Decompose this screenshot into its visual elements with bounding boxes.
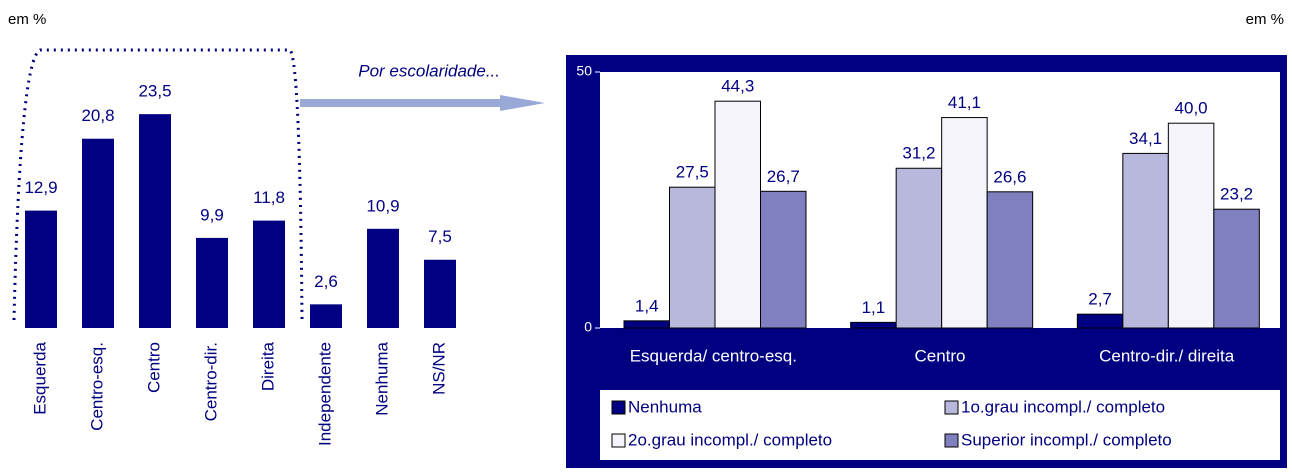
bar — [253, 220, 285, 328]
bar — [82, 138, 114, 328]
value-label: 23,5 — [138, 82, 171, 101]
legend-label: 2o.grau incompl./ completo — [628, 430, 832, 449]
x-tick-label: Direita — [258, 341, 277, 391]
bar — [941, 117, 988, 329]
value-label: 40,0 — [1175, 99, 1208, 118]
value-label: 44,3 — [721, 77, 754, 96]
bar — [25, 210, 57, 328]
x-tick-label: Centro-dir. — [201, 342, 220, 421]
value-label: 23,2 — [1220, 185, 1253, 204]
legend-swatch — [944, 433, 959, 448]
bar — [850, 321, 897, 329]
x-tick-label: Nenhuma — [372, 341, 391, 415]
value-label: 26,6 — [993, 167, 1026, 186]
legend-swatch — [611, 400, 626, 415]
value-label: 27,5 — [676, 163, 709, 182]
x-tick-label: Centro-dir./ direita — [1099, 346, 1235, 365]
value-label: 31,2 — [902, 144, 935, 163]
value-label: 26,7 — [767, 167, 800, 186]
legend-label: Nenhuma — [628, 397, 702, 416]
value-label: 41,1 — [948, 93, 981, 112]
value-label: 2,7 — [1088, 290, 1112, 309]
bar — [669, 186, 716, 329]
x-tick-label: Esquerda — [30, 341, 49, 414]
bar — [1076, 313, 1124, 329]
unit-label: em % — [8, 11, 46, 28]
arrow — [300, 95, 545, 111]
bar — [1213, 208, 1260, 329]
legend-swatch — [611, 433, 626, 448]
value-label: 9,9 — [200, 205, 224, 224]
legend-label: Superior incompl./ completo — [961, 430, 1172, 449]
bar — [714, 100, 761, 329]
x-tick-label: NS/NR — [429, 342, 448, 395]
value-label: 7,5 — [428, 227, 452, 246]
value-label: 10,9 — [366, 196, 399, 215]
bar — [760, 190, 807, 329]
value-label: 1,1 — [862, 298, 886, 317]
bar — [367, 228, 399, 328]
value-label: 1,4 — [635, 296, 659, 315]
value-label: 20,8 — [81, 106, 114, 125]
legend-label: 1o.grau incompl./ completo — [961, 397, 1165, 416]
value-label: 12,9 — [24, 178, 57, 197]
value-label: 34,1 — [1129, 129, 1162, 148]
bar — [986, 191, 1034, 329]
x-tick-label: Centro-esq. — [87, 342, 106, 431]
value-label: 2,6 — [314, 272, 338, 291]
legend-swatch — [944, 400, 959, 415]
x-tick-label: Esquerda/ centro-esq. — [630, 346, 797, 365]
bar — [1122, 152, 1169, 329]
bar — [310, 304, 342, 328]
annotation: Por escolaridade... — [358, 61, 500, 80]
bar — [139, 114, 171, 329]
bar — [196, 237, 228, 328]
unit-label: em % — [1246, 11, 1284, 28]
bracket — [12, 48, 304, 321]
y-tick-label: 50 — [576, 63, 592, 79]
bar — [895, 167, 943, 329]
x-tick-label: Independente — [315, 342, 334, 446]
y-tick-label: 0 — [584, 319, 592, 335]
bar — [1167, 122, 1215, 329]
x-tick-label: Centro — [144, 342, 163, 393]
bar — [623, 320, 670, 329]
value-label: 11,8 — [253, 188, 285, 207]
bar — [424, 259, 456, 328]
x-tick-label: Centro — [914, 346, 965, 365]
legend-box — [600, 390, 1280, 460]
